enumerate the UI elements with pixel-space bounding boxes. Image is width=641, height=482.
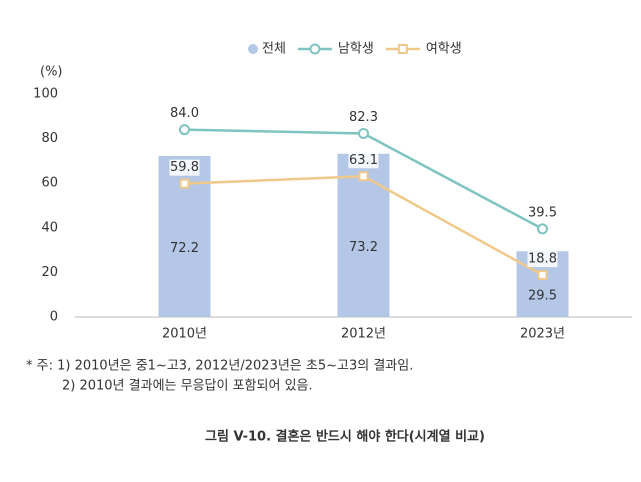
legend-swatch (397, 44, 408, 54)
caption: 그림 V-10. 결혼은 반드시 해야 한다(시계열 비교) (205, 429, 485, 445)
x-tick-label: 2010년 (162, 327, 207, 342)
marker (179, 178, 190, 189)
legend-swatch (248, 44, 258, 54)
y-tick-label: 0 (50, 310, 58, 325)
marker (537, 270, 548, 281)
y-unit: (%) (40, 65, 63, 80)
data-label: 84.0 (170, 106, 199, 121)
data-label: 18.8 (528, 252, 557, 267)
note: * 주: 1) 2010년은 중1~고3, 2012년/2023년은 초5~고3… (26, 359, 413, 374)
note: 2) 2010년 결과에는 무응답이 포함되어 있음. (62, 379, 313, 394)
data-label: 39.5 (528, 205, 557, 220)
label-bg (527, 251, 558, 268)
data-label: 63.1 (349, 153, 378, 168)
label-bg (169, 159, 200, 176)
data-label: 29.5 (528, 289, 557, 304)
label-bg (348, 152, 379, 169)
y-tick-label: 60 (41, 176, 58, 191)
data-label: 59.8 (170, 160, 199, 175)
y-tick-label: 80 (41, 131, 58, 146)
data-label: 82.3 (349, 110, 378, 125)
legend-label: 남학생 (338, 42, 374, 57)
marker (358, 127, 369, 139)
y-tick-label: 100 (33, 87, 58, 102)
legend-label: 여학생 (426, 42, 462, 57)
x-tick-label: 2023년 (520, 327, 565, 342)
marker (358, 171, 369, 182)
data-label: 73.2 (349, 240, 378, 255)
y-tick-label: 20 (41, 265, 58, 280)
marker (537, 223, 548, 235)
y-tick-label: 40 (41, 220, 58, 235)
legend-swatch (309, 43, 321, 55)
x-tick-label: 2012년 (341, 327, 386, 342)
marker (179, 124, 190, 136)
legend-label: 전체 (262, 42, 286, 57)
data-label: 72.2 (170, 241, 199, 256)
